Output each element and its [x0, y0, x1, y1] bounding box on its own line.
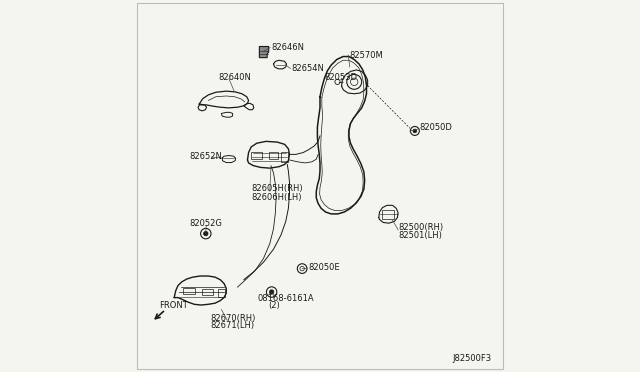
Circle shape [413, 129, 417, 133]
Text: 82606H(LH): 82606H(LH) [251, 193, 301, 202]
Text: 82652N: 82652N [189, 153, 222, 161]
Text: 82605H(RH): 82605H(RH) [251, 185, 303, 193]
Text: 82050E: 82050E [308, 263, 340, 272]
Text: 08168-6161A: 08168-6161A [257, 294, 314, 303]
Bar [202, 289, 213, 295]
Text: 82570M: 82570M [349, 51, 383, 60]
Bar [281, 152, 289, 162]
Text: 82646N: 82646N [271, 43, 304, 52]
Text: 82640N: 82640N [219, 73, 252, 82]
Text: 82500(RH): 82500(RH) [399, 223, 444, 232]
Circle shape [204, 231, 208, 236]
Bar [383, 210, 394, 219]
Circle shape [269, 290, 274, 294]
Bar [251, 152, 262, 159]
Bar [218, 289, 225, 297]
Text: 82053D: 82053D [324, 73, 358, 82]
Bar [269, 152, 278, 159]
Text: 82654N: 82654N [291, 64, 324, 73]
Text: J82500F3: J82500F3 [452, 354, 491, 363]
Text: 82052G: 82052G [189, 219, 222, 228]
Text: 82670(RH): 82670(RH) [211, 314, 255, 323]
Text: 82501(LH): 82501(LH) [399, 231, 443, 240]
Text: FRONT: FRONT [159, 301, 188, 310]
Text: (2): (2) [269, 301, 280, 310]
Bar [184, 288, 195, 294]
Polygon shape [259, 46, 269, 58]
Text: 82671(LH): 82671(LH) [211, 321, 254, 330]
Text: 82050D: 82050D [420, 123, 452, 132]
